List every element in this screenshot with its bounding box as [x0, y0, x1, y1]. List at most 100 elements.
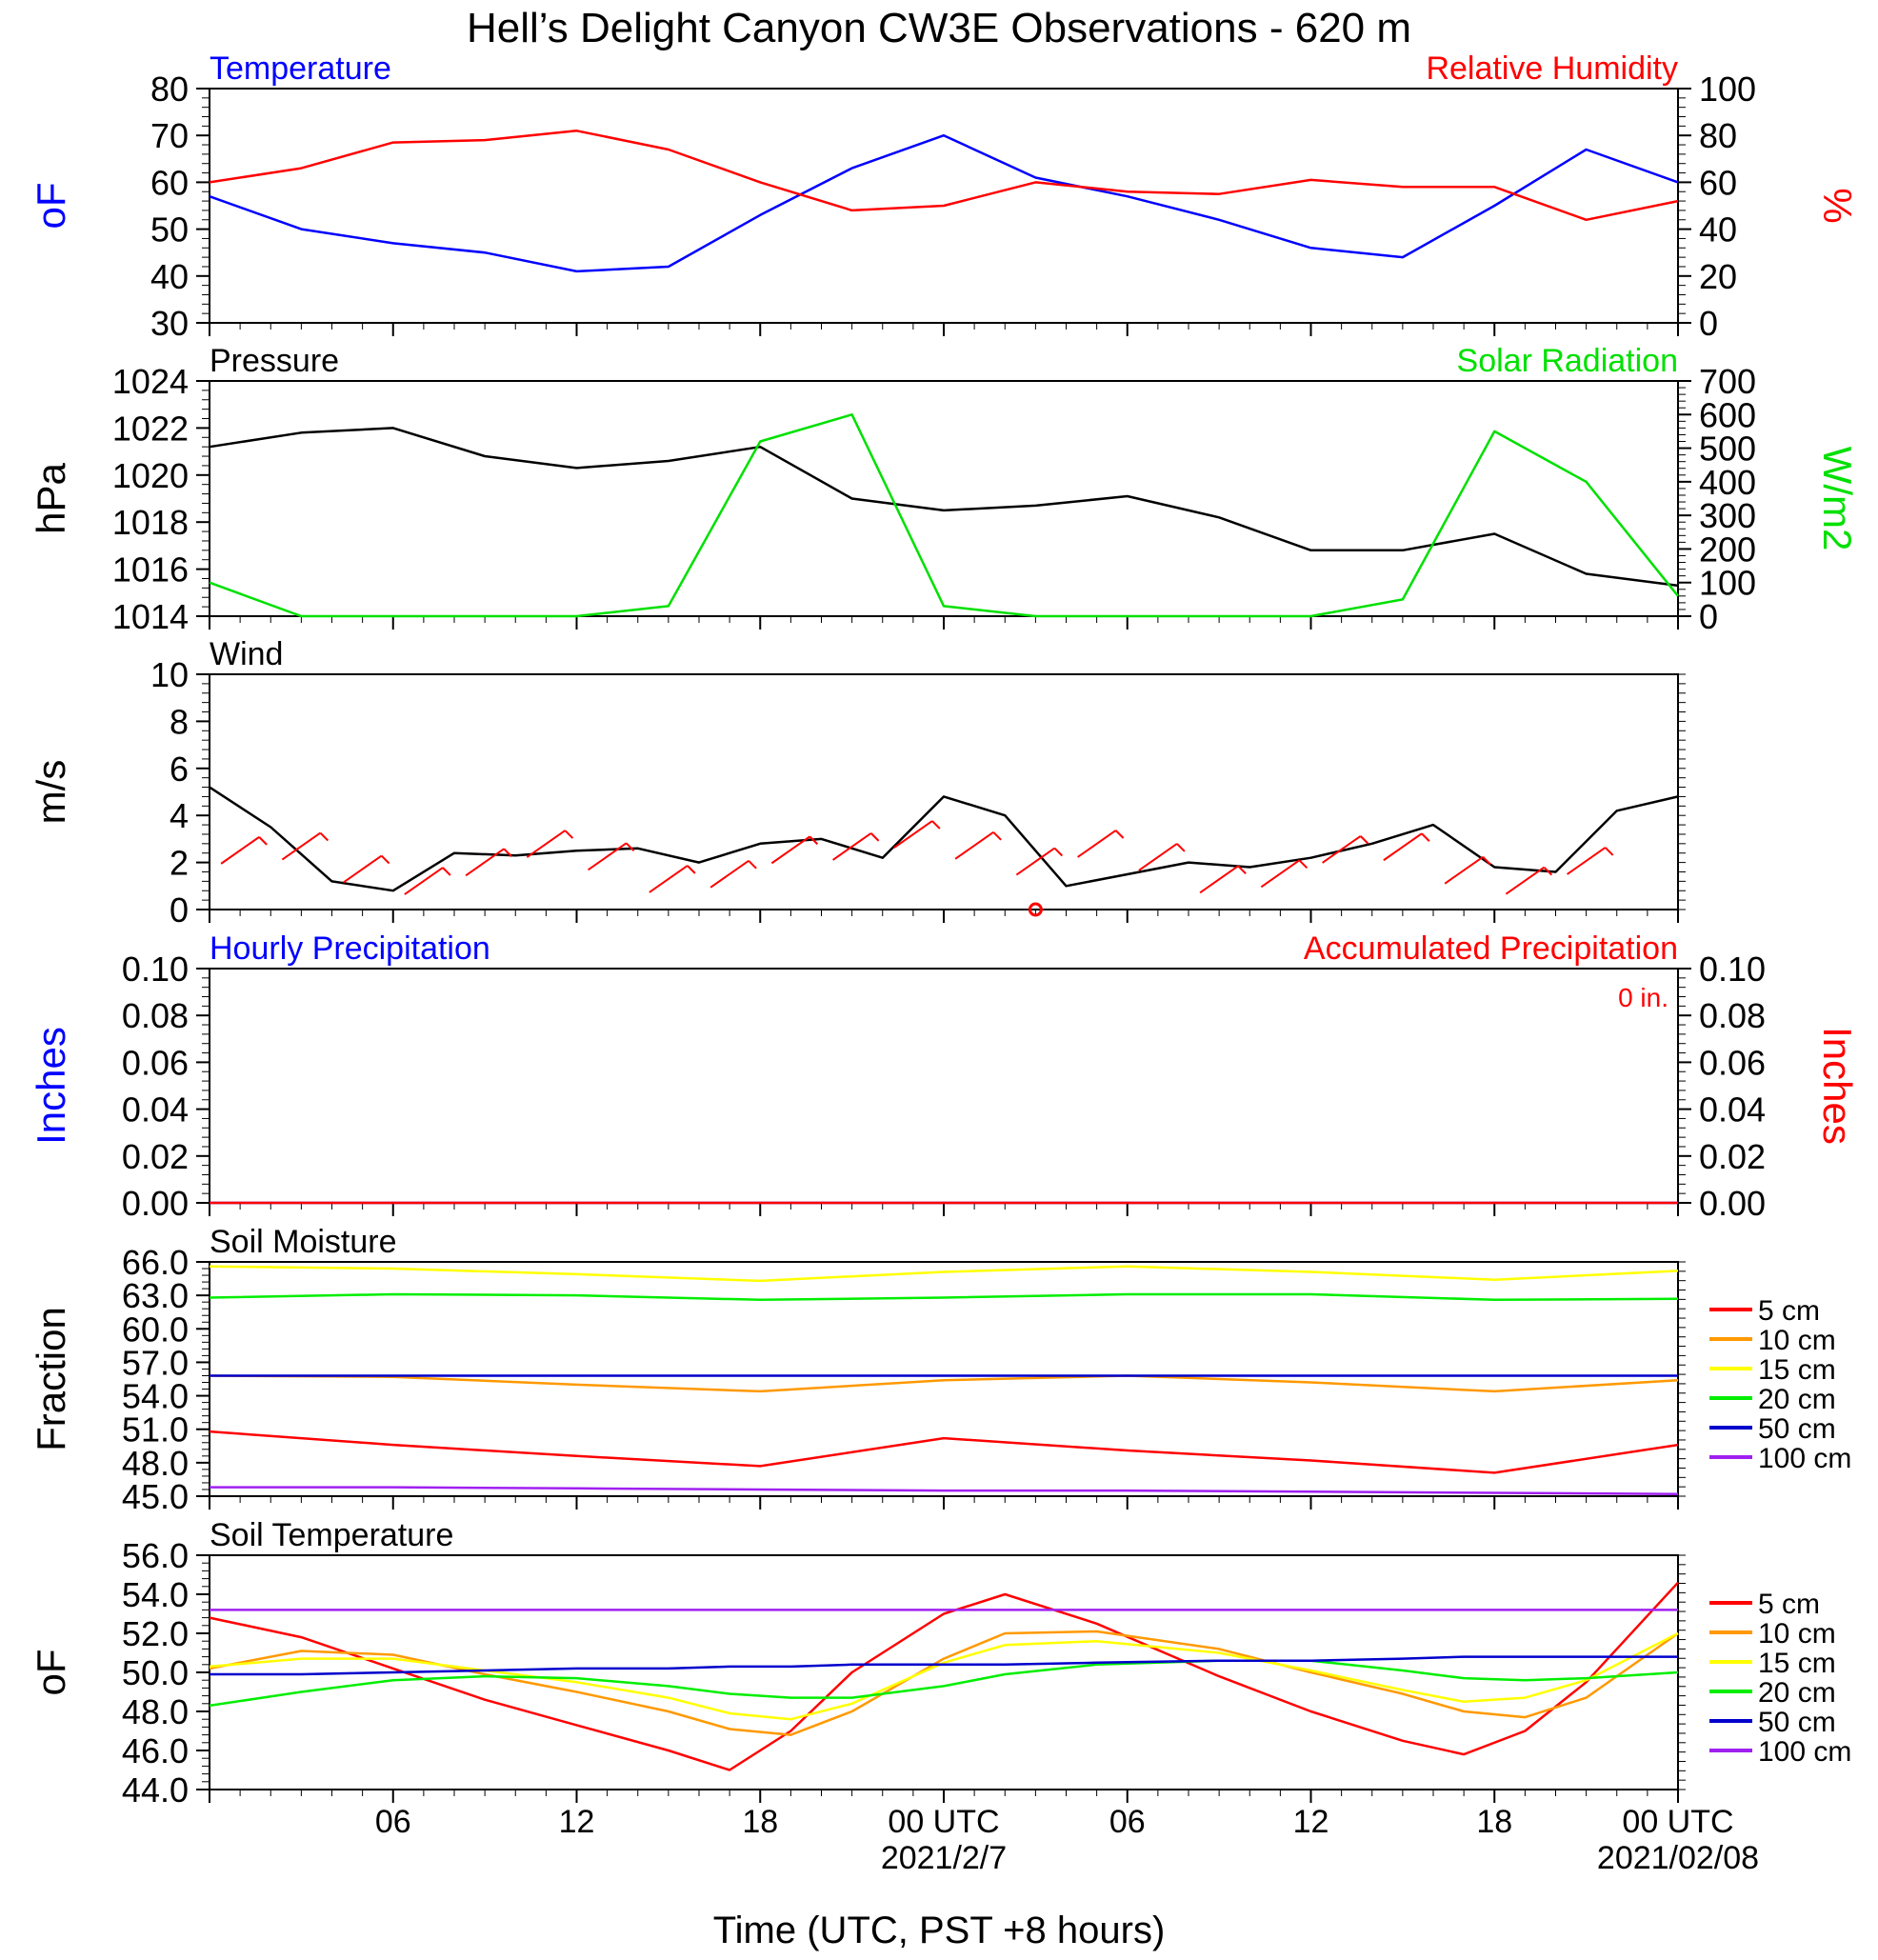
y-tick-label-left: 0.02	[122, 1137, 189, 1176]
wind-barb	[1199, 865, 1239, 894]
x-tick-label: 00 UTC	[1622, 1804, 1733, 1840]
wind-barb-flag	[931, 820, 941, 830]
wind-barb-flag	[380, 854, 390, 865]
y-tick-label-left: 52.0	[122, 1614, 189, 1653]
wind-barb	[1077, 830, 1117, 858]
series-line-wind-speed	[209, 786, 1679, 892]
y-tick-label-left: 60.0	[122, 1310, 189, 1349]
wind-barb	[220, 836, 260, 865]
y-tick-label-left: 1018	[112, 503, 189, 542]
y-axis-label-right: W/m2	[1815, 447, 1860, 551]
wind-barb	[1015, 847, 1055, 876]
y-tick-label-left: 0.04	[122, 1090, 189, 1130]
y-tick-label-right: 80	[1699, 116, 1737, 155]
wind-barb	[588, 842, 628, 871]
wind-barb	[281, 831, 321, 861]
series-line-10-cm	[209, 1374, 1679, 1393]
series-line-temperature	[209, 133, 1679, 273]
x-tick-label: 06	[1109, 1804, 1146, 1840]
y-tick-label-left: 48.0	[122, 1444, 189, 1483]
legend-label: 15 cm	[1758, 1648, 1836, 1679]
legend-label: 5 cm	[1758, 1295, 1820, 1327]
x-tick-label: 12	[1293, 1804, 1329, 1840]
y-tick-label-left: 54.0	[122, 1575, 189, 1614]
wind-barb-flag	[809, 835, 819, 846]
panel-3: 0 2 4 6 8 10 Wind m/s	[29, 636, 1686, 930]
y-axis-label-left: Inches	[29, 1027, 73, 1145]
legend-label: 5 cm	[1758, 1589, 1820, 1620]
wind-barb	[1505, 866, 1545, 895]
wind-barb	[1138, 843, 1178, 871]
wind-barb	[1383, 832, 1423, 862]
legend-label: 15 cm	[1758, 1354, 1836, 1386]
wind-barb-flag	[1114, 830, 1125, 839]
y-tick-label-left: 60	[150, 163, 189, 202]
series-line-100-cm	[210, 1486, 1679, 1495]
y-tick-label-left: 70	[150, 116, 189, 155]
y-tick-label-right: 100	[1699, 70, 1756, 109]
wind-barb-flag	[687, 865, 696, 874]
panel-6: 44.046.048.050.052.054.056.0 Soil Tempera…	[29, 1517, 1851, 1810]
wind-barb-flag	[442, 867, 451, 876]
panel-title-right: Relative Humidity	[1426, 50, 1678, 87]
y-tick-label-left: 0.10	[122, 950, 189, 989]
panel-1: 30 40 50 60 70 80 0 20 40 60 80 100 Temperature Relat…	[29, 50, 1860, 343]
x-tick-label: 06	[375, 1804, 411, 1840]
wind-barb-flag	[1543, 867, 1553, 876]
wind-barb	[465, 848, 505, 877]
legend-label: 100 cm	[1758, 1736, 1851, 1768]
wind-barb	[404, 867, 444, 895]
y-tick-label-right: 200	[1699, 530, 1756, 569]
panel-title-right: Solar Radiation	[1457, 343, 1678, 379]
y-tick-label-left: 48.0	[122, 1692, 189, 1731]
y-tick-label-left: 57.0	[122, 1343, 189, 1382]
panel-4: 0.00 0.02 0.04 0.06 0.08 0.10 0.00 0.02 0.04 0.06…	[29, 930, 1860, 1223]
series-line-15-cm	[209, 1265, 1679, 1283]
x-date-label: 2021/2/7	[881, 1840, 1007, 1876]
y-tick-label-left: 10	[150, 655, 189, 694]
legend-label: 50 cm	[1758, 1413, 1836, 1445]
wind-barb-flag	[1359, 835, 1369, 845]
panel-title-left: Pressure	[210, 343, 339, 379]
wind-barb	[770, 835, 810, 865]
x-tick-label: 18	[742, 1804, 778, 1840]
y-tick-label-left: 0.06	[122, 1043, 189, 1082]
y-tick-label-left: 1022	[112, 409, 189, 448]
wind-barb-flag	[564, 830, 574, 839]
y-tick-label-left: 54.0	[122, 1377, 189, 1416]
panel-title-left: Wind	[210, 636, 283, 672]
y-tick-label-left: 30	[150, 304, 189, 343]
y-tick-label-left: 50.0	[122, 1653, 189, 1692]
series-line-relative-humidity	[209, 130, 1679, 222]
y-axis-label-left: Fraction	[29, 1307, 73, 1451]
y-tick-label-right: 0.04	[1699, 1090, 1766, 1130]
wind-barb	[893, 820, 933, 849]
y-tick-label-right: 500	[1699, 430, 1756, 469]
wind-barb	[1322, 835, 1362, 864]
y-axis-label-left: oF	[29, 1649, 73, 1695]
panel-2: 1014 1016 1018 1020 1022 1024 0100200300400500…	[29, 343, 1860, 636]
series-line-20-cm	[209, 1659, 1679, 1708]
y-axis-label-left: oF	[29, 182, 73, 229]
y-tick-label-left: 80	[150, 70, 189, 109]
wind-barb	[649, 865, 689, 893]
y-tick-label-right: 20	[1699, 257, 1737, 296]
y-axis-label-left: hPa	[29, 462, 73, 533]
y-tick-label-left: 46.0	[122, 1731, 189, 1770]
y-tick-label-left: 50	[150, 210, 189, 250]
y-axis-label-right: Inches	[1815, 1027, 1860, 1145]
y-tick-label-left: 1024	[112, 362, 189, 401]
x-axis-label: Time (UTC, PST +8 hours)	[713, 1910, 1166, 1951]
y-axis-label-left: m/s	[29, 760, 73, 825]
x-tick-label: 18	[1476, 1804, 1512, 1840]
series-line-20-cm	[209, 1292, 1679, 1302]
panel-title-left: Hourly Precipitation	[210, 930, 490, 967]
wind-barb	[709, 859, 749, 889]
x-tick-label: 12	[559, 1804, 595, 1840]
y-tick-label-right: 400	[1699, 463, 1756, 502]
y-tick-label-left: 63.0	[122, 1276, 189, 1315]
legend-label: 10 cm	[1758, 1618, 1836, 1650]
y-tick-label-left: 45.0	[122, 1477, 189, 1516]
wind-barb-flag	[748, 860, 757, 870]
